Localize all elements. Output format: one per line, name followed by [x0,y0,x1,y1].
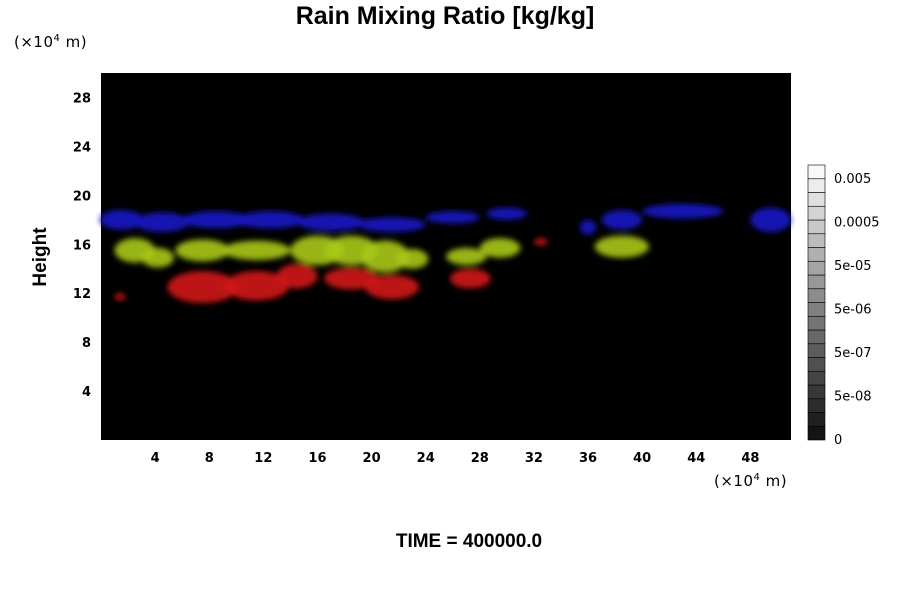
x-tick-label: 16 [308,451,326,466]
colorbar-cell [807,192,826,207]
data-blob-2-5 [364,274,419,300]
data-blob-2-1 [167,271,238,303]
data-blob-1-2 [175,239,230,262]
x-tick-label: 12 [254,451,272,466]
data-blob-0-6 [425,211,480,224]
data-blob-1-3 [222,240,291,261]
colorbar-cell [807,357,826,372]
colorbar-cell [807,370,826,386]
x-axis-unit: (×104 m) [714,472,787,490]
colorbar-cell [807,302,826,317]
data-blob-2-4 [324,267,379,290]
colorbar-label: 5e-06 [834,303,872,318]
colorbar-label: 5e-07 [834,346,872,361]
data-blob-0-3 [236,211,304,229]
data-blob-0-8 [579,219,597,235]
y-axis-unit: (×104 m) [14,33,87,51]
y-tick-label: 24 [73,140,91,155]
data-blob-0-2 [182,211,250,229]
colorbar-cell [807,315,826,331]
y-unit-exponent: 4 [53,33,61,44]
colorbar-cell [807,274,826,290]
data-blob-0-7 [486,207,528,220]
x-tick-label: 40 [633,451,651,466]
colorbar-cell [807,164,826,180]
data-blob-0-1 [134,212,189,233]
colorbar-cell [807,412,826,427]
data-blob-0-10 [642,203,724,219]
colorbar-cell [807,398,826,413]
colorbar-cell [807,343,826,358]
colorbar-label: 5e-05 [834,259,872,274]
y-unit-suffix: m) [60,33,88,51]
data-blob-2-2 [224,271,290,301]
y-tick-label: 16 [73,238,91,253]
y-tick-label: 28 [73,91,91,106]
data-blob-1-7 [395,249,429,269]
x-tick-label: 32 [525,451,543,466]
data-blob-0-5 [358,217,426,233]
data-blob-1-8 [446,247,487,266]
data-blob-2-3 [276,263,318,289]
y-tick-label: 4 [82,385,91,400]
colorbar-label: 0 [834,433,842,448]
chart-title: Rain Mixing Ratio [kg/kg] [295,2,595,30]
x-unit-suffix: m) [760,472,788,490]
time-label: TIME = 400000.0 [395,531,543,552]
colorbar-cell [807,233,826,248]
colorbar-cell [807,384,826,400]
x-tick-label: 20 [363,451,381,466]
data-blob-1-9 [479,238,521,258]
colorbar-label: 0.0005 [834,216,880,231]
x-tick-label: 24 [417,451,435,466]
y-tick-label: 20 [73,189,91,204]
colorbar-label: 0.005 [834,172,871,187]
x-tick-label: 36 [579,451,597,466]
colorbar-cell [807,288,826,303]
x-tick-label: 28 [471,451,489,466]
colorbar-cell [807,425,826,441]
x-tick-label: 8 [205,451,214,466]
x-tick-label: 48 [741,451,759,466]
data-blob-0-4 [297,213,365,231]
colorbar-cell [807,219,826,235]
colorbar-label: 5e-08 [834,390,872,405]
data-blob-0-9 [601,210,643,230]
x-unit-exponent: 4 [753,472,761,483]
x-tick-label: 4 [151,451,160,466]
data-blob-2-7 [533,238,548,246]
data-blob-1-6 [360,240,410,273]
y-tick-label: 8 [82,336,91,351]
data-blob-1-1 [141,247,175,268]
data-blob-1-10 [594,235,649,258]
colorbar-cell [807,205,826,221]
data-blob-2-0 [114,293,126,301]
y-unit-prefix: (×10 [14,33,54,51]
colorbar-cell [807,178,826,193]
colorbar-cell [807,260,826,276]
colorbar-cell [807,329,826,345]
data-blob-0-11 [750,207,791,233]
colorbar-cell [807,247,826,262]
x-tick-label: 44 [687,451,705,466]
x-unit-prefix: (×10 [714,472,754,490]
data-blob-0-0 [99,210,143,230]
data-blob-2-6 [450,268,491,289]
y-tick-label: 12 [73,287,91,302]
